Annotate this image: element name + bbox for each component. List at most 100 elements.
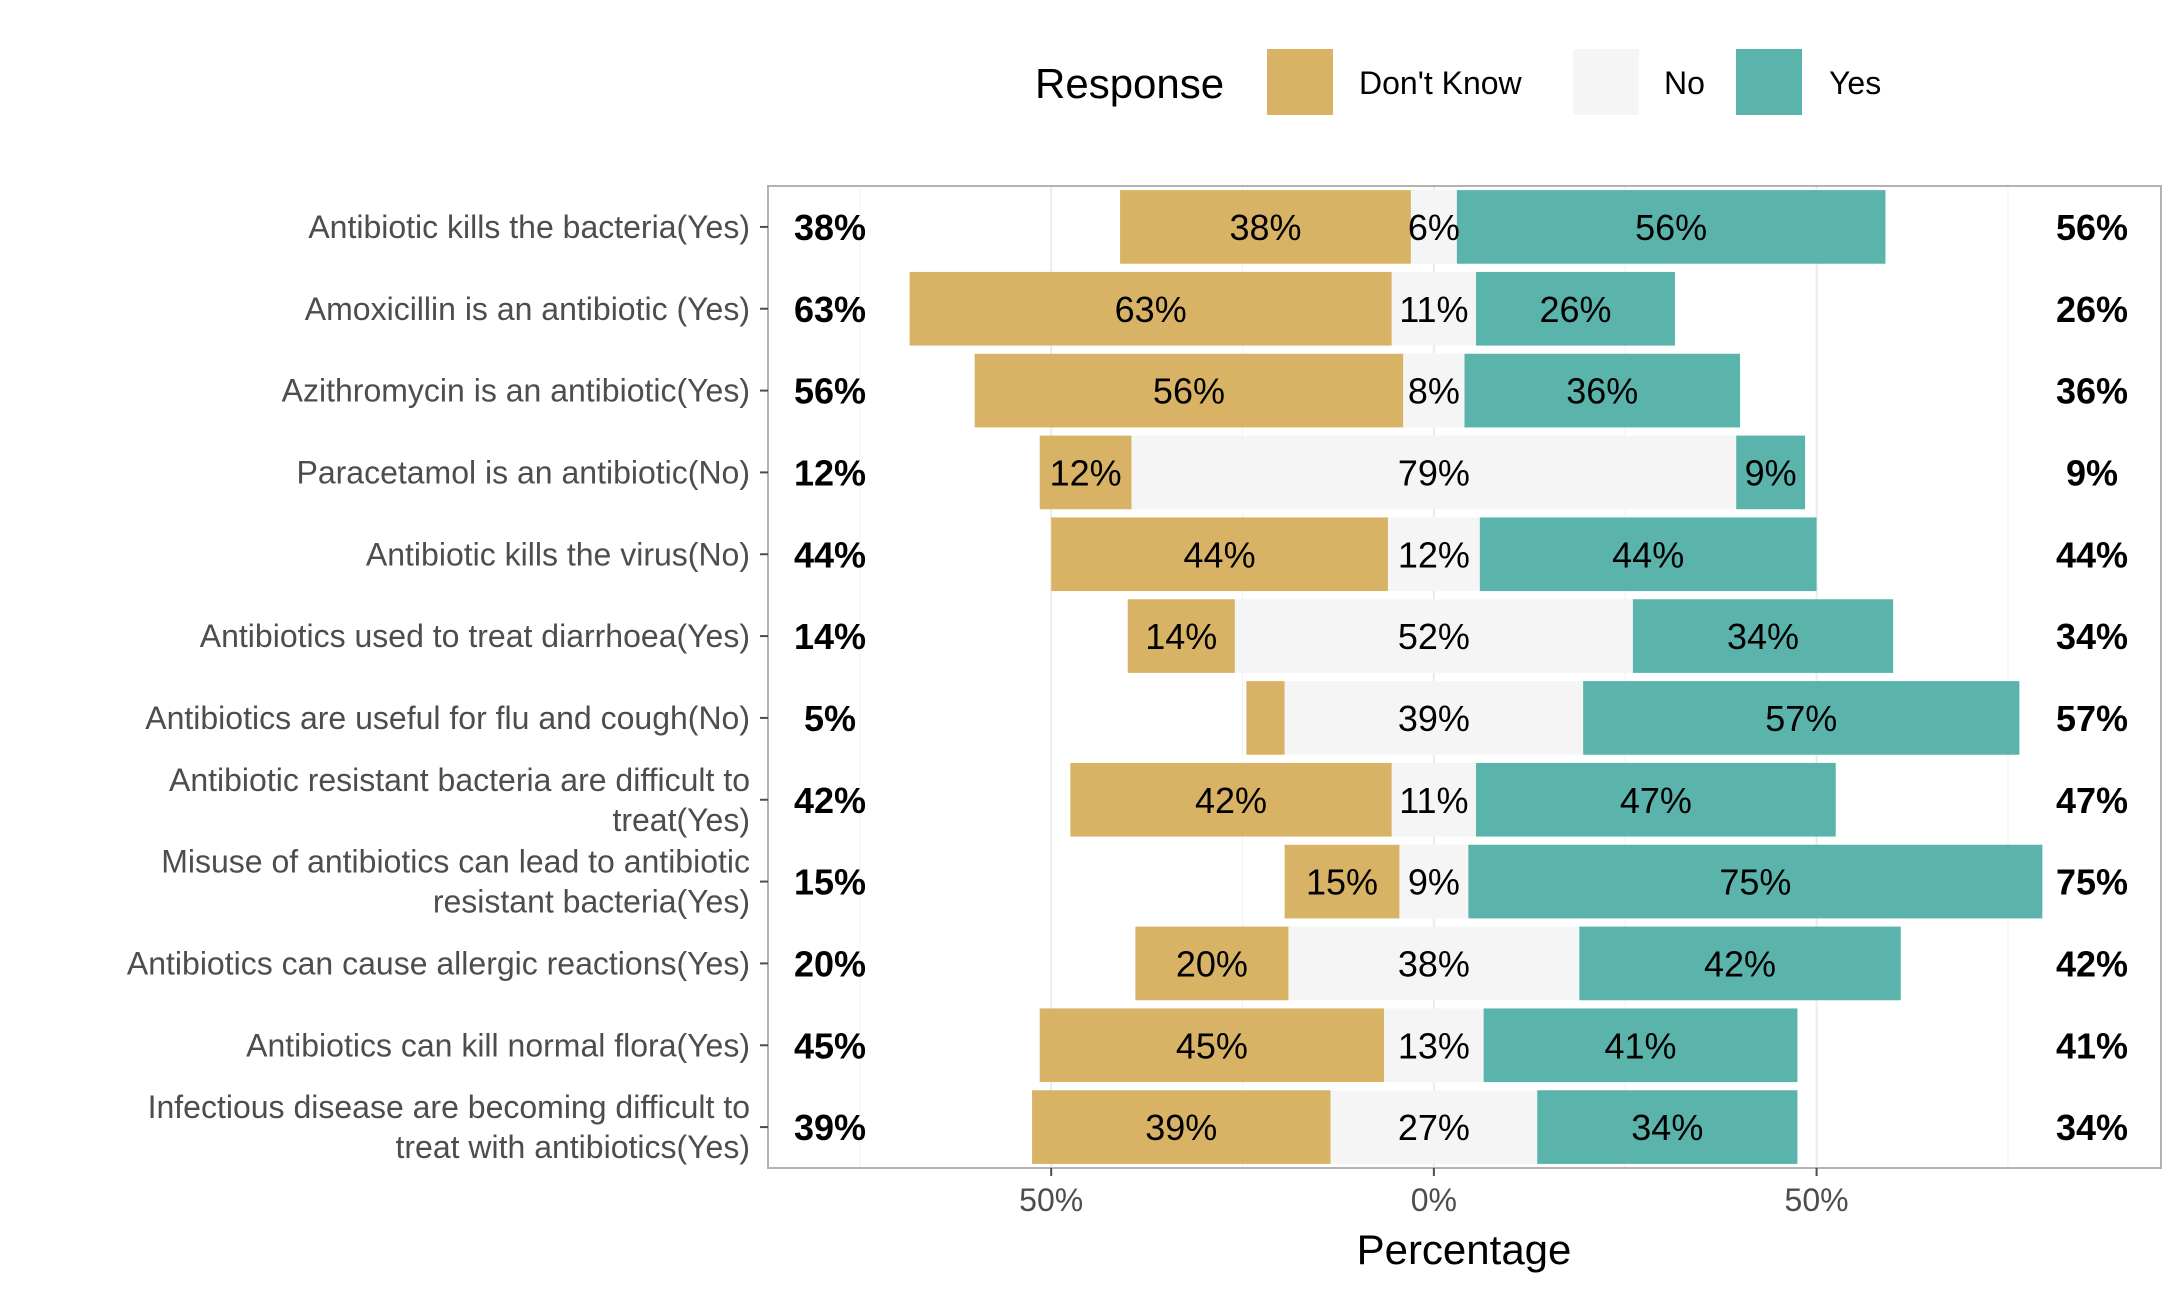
plot-panel-background — [768, 186, 2161, 1168]
legend-swatch-no — [1573, 49, 1639, 115]
left-total-label: 14% — [794, 616, 866, 657]
category-label: Antibiotics can kill normal flora(Yes) — [246, 1027, 750, 1063]
bar-dont-know — [1246, 681, 1285, 755]
bar-no — [1403, 353, 1465, 428]
bar-yes — [1579, 926, 1901, 1001]
bar-label-yes: 44% — [1612, 534, 1684, 575]
left-total-label: 63% — [794, 289, 866, 330]
left-total-label: 39% — [794, 1107, 866, 1148]
bar-no — [1234, 599, 1633, 673]
right-total-label: 9% — [2066, 452, 2118, 493]
x-tick-label: 50% — [1019, 1182, 1083, 1218]
bar-label-yes: 34% — [1727, 616, 1799, 657]
category-label: Azithromycin is an antibiotic(Yes) — [282, 373, 750, 409]
category-label: Antibiotic kills the bacteria(Yes) — [308, 209, 750, 245]
bar-label-yes: 57% — [1765, 698, 1837, 739]
bar-yes — [1736, 435, 1806, 510]
bar-yes — [1475, 271, 1675, 346]
bar-label-no: 27% — [1398, 1107, 1470, 1148]
bar-yes — [1475, 762, 1836, 837]
bar-dont-know — [1039, 1008, 1385, 1083]
bar-dont-know — [1120, 190, 1411, 264]
right-total-label: 26% — [2056, 289, 2128, 330]
bar-no — [1387, 517, 1480, 592]
left-total-label: 5% — [804, 698, 856, 739]
bar-dont-know — [1070, 762, 1392, 837]
plot-panel-border — [767, 185, 2162, 1169]
bar-yes — [1479, 517, 1817, 592]
x-tick-label: 0% — [1411, 1182, 1457, 1218]
x-axis-title: Percentage — [1357, 1226, 1572, 1273]
bar-label-yes: 34% — [1631, 1107, 1703, 1148]
right-total-label: 34% — [2056, 616, 2128, 657]
legend-swatch-dont-know — [1267, 49, 1333, 115]
category-axis: Antibiotic kills the bacteria(Yes) Amoxic… — [127, 209, 768, 1165]
grid-lines — [859, 186, 2009, 1168]
bar-dont-know — [1039, 435, 1132, 510]
right-total-label: 44% — [2056, 534, 2128, 575]
right-total-label: 47% — [2056, 780, 2128, 821]
bar-label-yes: 75% — [1719, 862, 1791, 903]
bar-label-no: 11% — [1399, 780, 1468, 821]
category-label: Misuse of antibiotics can lead to antibi… — [161, 844, 750, 920]
bar-no — [1399, 844, 1469, 919]
category-label: Infectious disease are becoming difficul… — [148, 1089, 750, 1165]
bar-no — [1391, 762, 1476, 837]
right-total-label: 57% — [2056, 698, 2128, 739]
category-label: Antibiotics can cause allergic reactions… — [127, 945, 750, 981]
bar-label-dont-know: 20% — [1176, 943, 1248, 984]
right-total-label: 42% — [2056, 943, 2128, 984]
bar-yes — [1483, 1008, 1798, 1083]
bar-label-no: 38% — [1398, 943, 1470, 984]
legend-label-dont-know: Don't Know — [1359, 65, 1523, 101]
legend: Response Don't Know No Yes — [1035, 49, 1881, 115]
bar-label-no: 12% — [1398, 534, 1470, 575]
category-label: Antibiotics are useful for flu and cough… — [145, 700, 750, 736]
bar-label-no: 8% — [1408, 371, 1460, 412]
bar-dont-know — [974, 353, 1404, 428]
left-total-label: 44% — [794, 534, 866, 575]
bar-label-no: 13% — [1398, 1025, 1470, 1066]
bar-no — [1288, 926, 1580, 1001]
bar-no — [1391, 271, 1476, 346]
bar-label-yes: 42% — [1704, 943, 1776, 984]
right-total-label: 34% — [2056, 1107, 2128, 1148]
bar-label-yes: 41% — [1605, 1025, 1677, 1066]
bar-label-yes: 56% — [1635, 207, 1707, 248]
bar-label-dont-know: 39% — [1145, 1107, 1217, 1148]
category-label: Antibiotic kills the virus(No) — [366, 536, 750, 572]
bar-dont-know — [1127, 599, 1235, 673]
bar-no — [1330, 1090, 1538, 1164]
bar-label-yes: 47% — [1620, 780, 1692, 821]
bar-yes — [1537, 1090, 1798, 1164]
bar-label-dont-know: 42% — [1195, 780, 1267, 821]
side-labels: 38% 56% 63% 26% 56% 36% 12% 9% 44% 44% 14% 34% 5% 57%… — [794, 207, 2128, 1148]
x-axis: 50% 0% 50% — [1019, 1168, 1849, 1218]
right-total-label: 75% — [2056, 862, 2128, 903]
right-total-label: 36% — [2056, 371, 2128, 412]
x-tick-label: 50% — [1785, 1182, 1849, 1218]
left-total-label: 42% — [794, 780, 866, 821]
bar-no — [1284, 681, 1584, 755]
bar-label-no: 6% — [1408, 207, 1460, 248]
category-label: Antibiotics used to treat diarrhoea(Yes) — [200, 618, 750, 654]
legend-title: Response — [1035, 60, 1224, 107]
bar-dont-know — [1032, 1090, 1331, 1164]
bar-label-yes: 26% — [1539, 289, 1611, 330]
bar-label-dont-know: 12% — [1050, 452, 1122, 493]
bar-label-dont-know: 44% — [1184, 534, 1256, 575]
left-total-label: 20% — [794, 943, 866, 984]
bar-label-no: 52% — [1398, 616, 1470, 657]
bar-yes — [1632, 599, 1894, 673]
bar-no — [1384, 1008, 1484, 1083]
bar-label-dont-know: 63% — [1115, 289, 1187, 330]
bar-no — [1410, 190, 1457, 264]
bar-label-no: 79% — [1398, 452, 1470, 493]
right-total-label: 41% — [2056, 1025, 2128, 1066]
bar-yes — [1464, 353, 1741, 428]
category-label: Antibiotic resistant bacteria are diffic… — [169, 762, 750, 838]
right-total-label: 56% — [2056, 207, 2128, 248]
left-total-label: 56% — [794, 371, 866, 412]
bar-no — [1131, 435, 1737, 510]
